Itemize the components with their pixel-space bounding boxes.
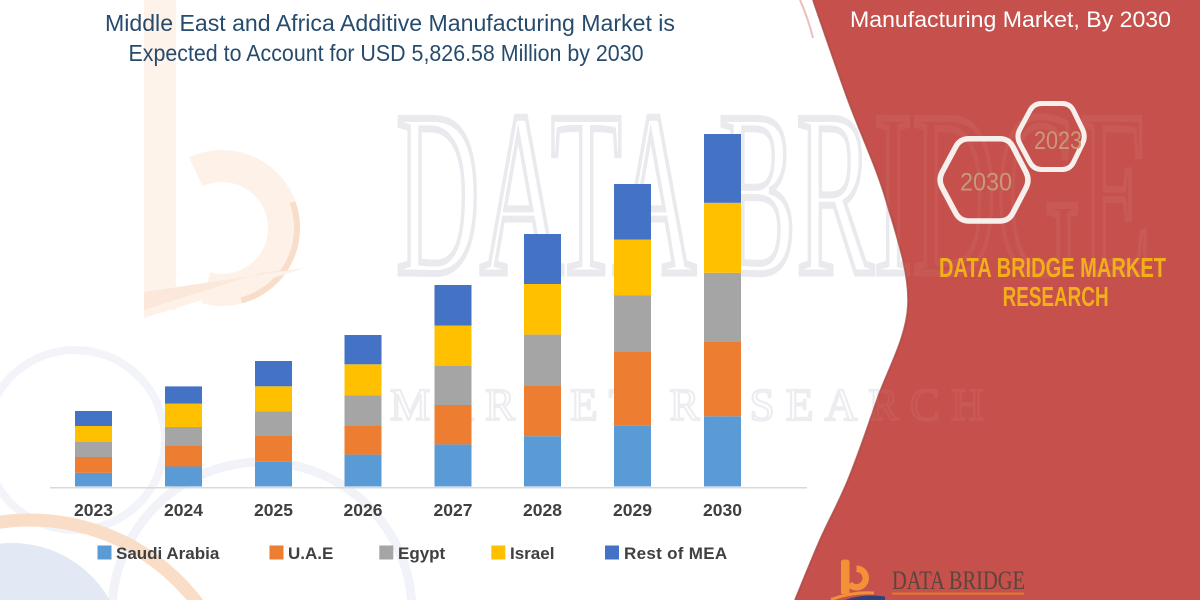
- svg-text:2024: 2024: [164, 500, 203, 520]
- svg-text:2023: 2023: [74, 500, 113, 520]
- svg-text:DATA BRIDGE: DATA BRIDGE: [892, 566, 1025, 595]
- svg-text:U.A.E: U.A.E: [288, 544, 333, 563]
- svg-text:2027: 2027: [434, 500, 473, 520]
- svg-text:MARKET RESEARCH: MARKET RESEARCH: [895, 598, 1062, 600]
- svg-text:2030: 2030: [703, 500, 742, 520]
- svg-text:Egypt: Egypt: [398, 544, 446, 563]
- svg-text:Saudi Arabia: Saudi Arabia: [116, 544, 220, 563]
- svg-text:2030: 2030: [960, 169, 1012, 197]
- svg-text:2023: 2023: [1034, 127, 1082, 155]
- svg-text:2025: 2025: [254, 500, 293, 520]
- svg-text:Rest of MEA: Rest of MEA: [624, 544, 727, 563]
- svg-text:2028: 2028: [523, 500, 562, 520]
- svg-text:Expected to Account for USD 5,: Expected to Account for USD 5,826.58 Mil…: [129, 40, 644, 66]
- svg-text:2026: 2026: [344, 500, 383, 520]
- svg-text:Manufacturing Market, By 2030: Manufacturing Market, By 2030: [850, 7, 1171, 32]
- svg-text:Middle East and Africa Additiv: Middle East and Africa Additive Manufact…: [105, 10, 675, 36]
- svg-text:Israel: Israel: [510, 544, 554, 563]
- svg-text:2029: 2029: [613, 500, 652, 520]
- svg-text:DATA BRIDGE MARKET: DATA BRIDGE MARKET: [939, 252, 1166, 283]
- svg-text:RESEARCH: RESEARCH: [1003, 281, 1109, 312]
